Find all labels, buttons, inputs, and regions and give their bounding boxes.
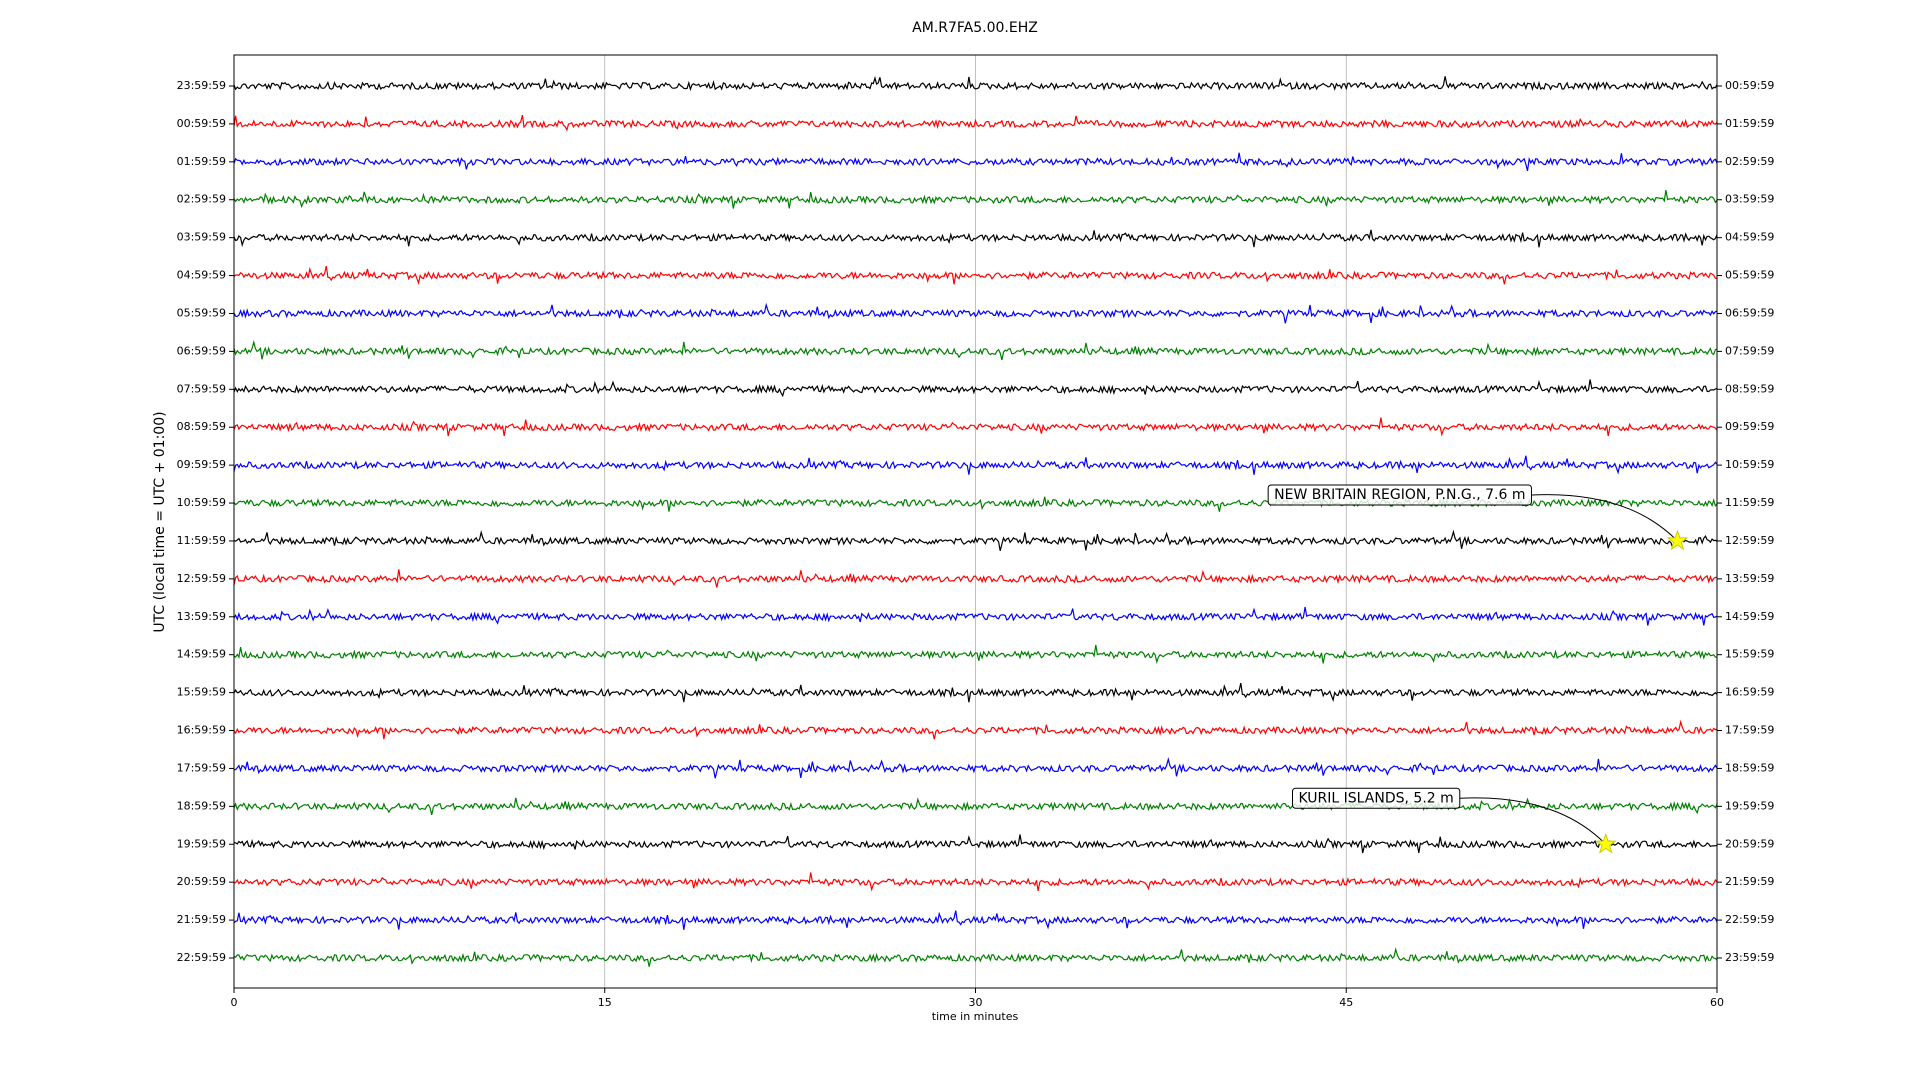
y2-tick-label: 22:59:59 [1725, 913, 1774, 926]
y2-tick-label: 18:59:59 [1725, 761, 1774, 774]
y-tick-label: 22:59:59 [177, 951, 226, 964]
trace [233, 265, 1718, 285]
trace [233, 455, 1718, 475]
y-tick-label: 10:59:59 [177, 496, 226, 509]
y-tick-label: 19:59:59 [177, 837, 226, 850]
trace [233, 872, 1718, 892]
y2-tick-label: 09:59:59 [1725, 420, 1774, 433]
y-tick-label: 04:59:59 [177, 269, 226, 282]
y2-tick-label: 08:59:59 [1725, 382, 1774, 395]
trace [233, 797, 1718, 816]
event-arrow [1531, 494, 1678, 542]
event-label: NEW BRITAIN REGION, P.N.G., 7.6 m [1274, 487, 1525, 503]
y2-tick-label: 06:59:59 [1725, 306, 1774, 319]
y2-tick-label: 00:59:59 [1725, 79, 1774, 92]
trace [233, 910, 1718, 930]
trace [233, 529, 1718, 551]
y-tick-label: 07:59:59 [177, 382, 226, 395]
x-axis-label: time in minutes [932, 1010, 1019, 1023]
y2-tick-label: 16:59:59 [1725, 686, 1774, 699]
trace [233, 756, 1718, 779]
y-tick-label: 02:59:59 [177, 193, 226, 206]
x-tick-label: 45 [1339, 996, 1353, 1009]
y2-tick-label: 21:59:59 [1725, 875, 1774, 888]
y2-tick-label: 23:59:59 [1725, 951, 1774, 964]
trace [233, 947, 1718, 967]
y2-tick-label: 11:59:59 [1725, 496, 1774, 509]
trace [233, 114, 1718, 132]
y-tick-label: 05:59:59 [177, 306, 226, 319]
trace [233, 302, 1718, 324]
y2-tick-label: 10:59:59 [1725, 458, 1774, 471]
y-tick-label: 14:59:59 [177, 648, 226, 661]
y2-tick-label: 07:59:59 [1725, 344, 1774, 357]
trace [233, 834, 1718, 854]
y2-tick-label: 19:59:59 [1725, 799, 1774, 812]
y-tick-label: 00:59:59 [177, 117, 226, 130]
trace [233, 644, 1718, 665]
trace [233, 379, 1718, 398]
x-tick-label: 30 [969, 996, 983, 1009]
y-tick-label: 09:59:59 [177, 458, 226, 471]
trace [233, 569, 1718, 588]
x-tick-label: 0 [231, 996, 238, 1009]
y2-tick-label: 03:59:59 [1725, 193, 1774, 206]
event-arrow [1459, 797, 1607, 845]
trace [233, 682, 1718, 703]
y2-tick-label: 12:59:59 [1725, 534, 1774, 547]
y2-tick-label: 15:59:59 [1725, 648, 1774, 661]
y-tick-label: 23:59:59 [177, 79, 226, 92]
trace [233, 339, 1718, 361]
y2-tick-label: 17:59:59 [1725, 724, 1774, 737]
y2-tick-label: 13:59:59 [1725, 572, 1774, 585]
y2-tick-label: 02:59:59 [1725, 155, 1774, 168]
y-tick-label: 12:59:59 [177, 572, 226, 585]
y-tick-label: 01:59:59 [177, 155, 226, 168]
y-tick-label: 08:59:59 [177, 420, 226, 433]
y-tick-label: 18:59:59 [177, 799, 226, 812]
trace [233, 152, 1718, 171]
plot-frame [233, 54, 1718, 989]
y-tick-label: 17:59:59 [177, 761, 226, 774]
y2-tick-label: 05:59:59 [1725, 269, 1774, 282]
y-tick-label: 03:59:59 [177, 231, 226, 244]
y-tick-label: 11:59:59 [177, 534, 226, 547]
x-tick-label: 15 [598, 996, 612, 1009]
trace [233, 606, 1718, 626]
y-tick-label: 21:59:59 [177, 913, 226, 926]
y2-tick-label: 20:59:59 [1725, 837, 1774, 850]
chart-title: AM.R7FA5.00.EHZ [912, 20, 1038, 36]
y2-tick-label: 01:59:59 [1725, 117, 1774, 130]
trace [233, 75, 1718, 92]
y-tick-label: 15:59:59 [177, 686, 226, 699]
y-tick-label: 06:59:59 [177, 344, 226, 357]
y-tick-label: 20:59:59 [177, 875, 226, 888]
y2-tick-label: 04:59:59 [1725, 231, 1774, 244]
y-tick-label: 13:59:59 [177, 610, 226, 623]
trace [233, 417, 1718, 437]
trace [233, 189, 1718, 209]
event-label: KURIL ISLANDS, 5.2 m [1299, 790, 1454, 806]
x-tick-label: 60 [1710, 996, 1724, 1009]
y-axis-label: UTC (local time = UTC + 01:00) [152, 411, 168, 632]
trace [233, 719, 1718, 740]
y2-tick-label: 14:59:59 [1725, 610, 1774, 623]
y-tick-label: 16:59:59 [177, 724, 226, 737]
trace [233, 229, 1718, 248]
event-star [1666, 529, 1689, 551]
event-star [1594, 832, 1617, 854]
